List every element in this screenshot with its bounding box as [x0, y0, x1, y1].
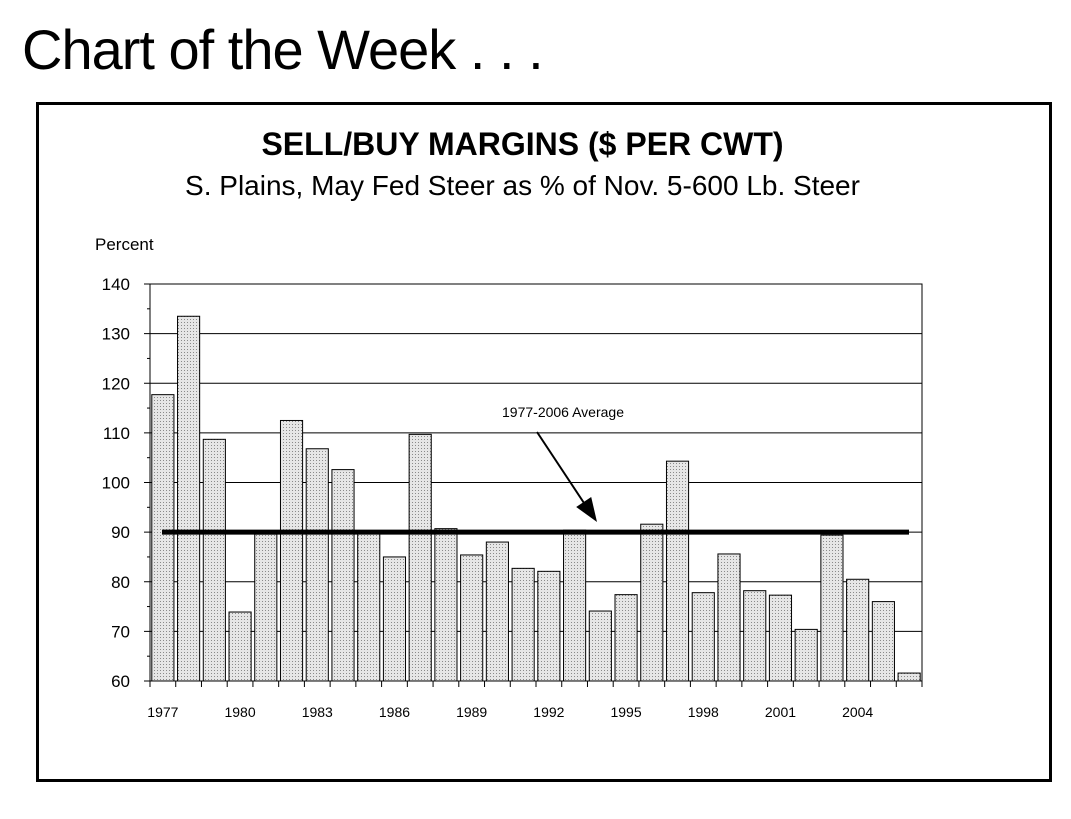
bar-1991: [511, 567, 535, 682]
x-tick-label: 1977: [147, 704, 178, 720]
bar-1979: [202, 438, 226, 682]
y-tick-label: 90: [111, 523, 130, 542]
bar-2000: [743, 590, 767, 682]
x-tick-label: 1995: [610, 704, 641, 720]
bar-1996: [640, 523, 664, 682]
bar-1992: [537, 570, 561, 682]
y-tick-label: 110: [103, 424, 130, 443]
bar-2006: [897, 672, 921, 682]
y-axis-label: Percent: [95, 235, 154, 254]
x-tick-label: 1989: [456, 704, 487, 720]
tick-labels: 60 70 80 90 100 110 120 130 140 1977 1980 1983 1986 1…: [102, 275, 874, 720]
bar-1982: [279, 419, 304, 682]
bar-1985: [357, 532, 381, 682]
bar-1981: [254, 533, 278, 682]
x-tick-label: 1986: [379, 704, 410, 720]
x-tick-label: 2001: [765, 704, 796, 720]
x-tick-label: 1980: [224, 704, 255, 720]
reference-line-group: 1977-2006 Average: [162, 404, 909, 535]
axes: [144, 283, 923, 687]
annotation-arrowhead: [576, 497, 597, 522]
bar-1990: [485, 541, 509, 682]
bar-1983: [305, 448, 329, 682]
bars: [151, 315, 921, 682]
y-tick-label: 140: [102, 275, 130, 294]
bar-2001: [768, 594, 793, 682]
bar-2004: [846, 578, 870, 682]
y-tick-label: 80: [111, 573, 130, 592]
bar-1999: [717, 553, 741, 682]
bar-1984: [331, 469, 355, 682]
chart-title: SELL/BUY MARGINS ($ PER CWT): [261, 126, 784, 162]
y-tick-label: 60: [111, 672, 130, 691]
bar-1977: [151, 394, 175, 682]
x-tick-label: 2004: [842, 704, 873, 720]
y-tick-label: 100: [102, 474, 130, 493]
bar-2002: [794, 628, 818, 682]
page-title: Chart of the Week . . .: [22, 18, 544, 81]
bar-1988: [434, 528, 458, 682]
bar-1989: [460, 554, 484, 682]
x-tick-label: 1992: [533, 704, 564, 720]
bar-2003: [820, 534, 844, 682]
bar-2005: [871, 601, 895, 682]
average-annotation-label: 1977-2006 Average: [502, 404, 624, 420]
y-tick-label: 120: [102, 374, 130, 393]
y-tick-label: 130: [102, 325, 130, 344]
bar-1993: [563, 529, 587, 682]
bar-1997: [665, 460, 690, 682]
x-tick-label: 1998: [688, 704, 719, 720]
annotation-arrow: [536, 431, 589, 510]
bar-1980: [228, 611, 252, 682]
bar-1994: [588, 610, 612, 682]
bar-1987: [408, 433, 432, 682]
y-tick-label: 70: [111, 622, 130, 641]
bar-1998: [691, 592, 715, 682]
bar-1978: [177, 315, 201, 682]
bar-1986: [382, 556, 407, 682]
chart-subtitle: S. Plains, May Fed Steer as % of Nov. 5-…: [185, 170, 860, 201]
x-tick-label: 1983: [302, 704, 333, 720]
bar-1995: [614, 594, 638, 682]
